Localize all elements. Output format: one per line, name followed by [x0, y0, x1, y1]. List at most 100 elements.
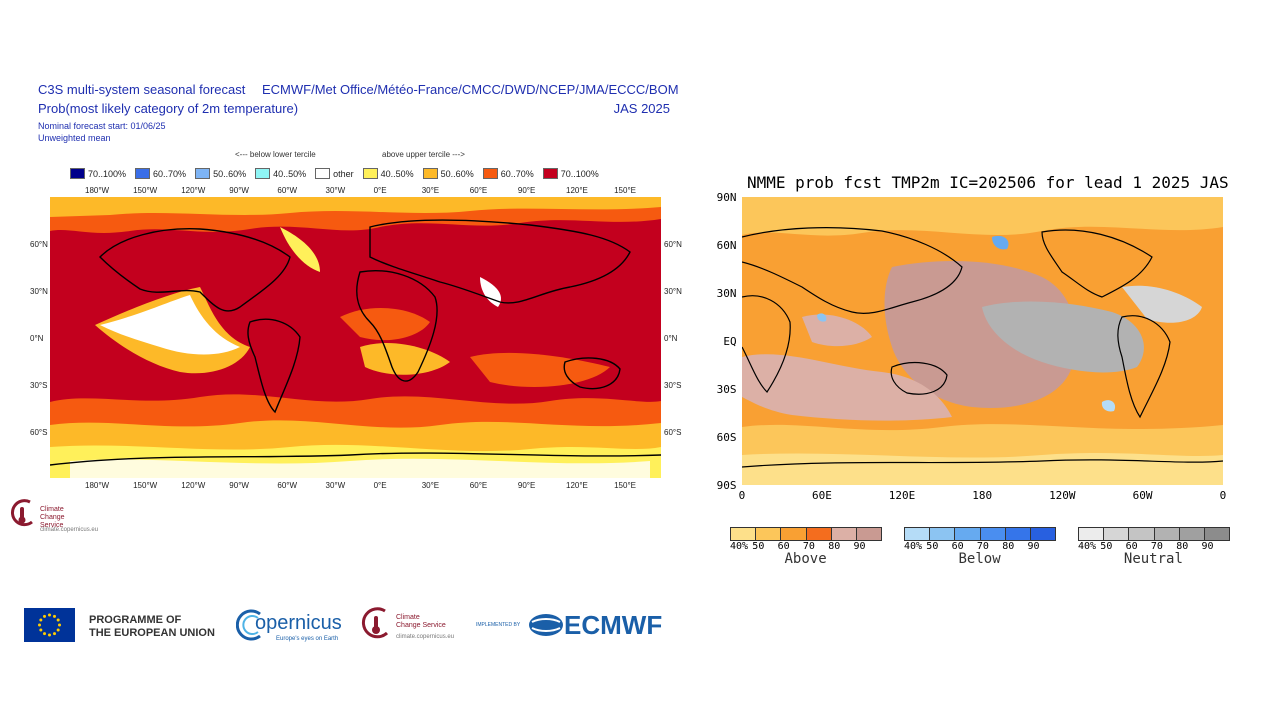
nmme-lon-label: 180 — [972, 489, 993, 502]
eu-star-icon — [48, 633, 51, 637]
eu-star-icon — [39, 628, 43, 632]
eu-programme-text: PROGRAMME OF THE EUROPEAN UNION — [89, 614, 215, 640]
colorbar-name: Below — [958, 551, 1001, 567]
nmme-below-patch-3 — [1101, 400, 1116, 412]
c3s-antarctic-white — [70, 458, 650, 478]
climate-change-service-logo-icon — [11, 499, 33, 527]
c3s-forecast-start: Nominal forecast start: 01/06/25 — [38, 121, 166, 131]
c3s-lon-axis-bottom: 180°W 150°W 120°W 90°W 60°W 30°W 0°E 30°E 60°E 90… — [0, 481, 700, 491]
nmme-lon-label: 60W — [1132, 489, 1153, 502]
c3s-lon-label: 90°W — [229, 186, 249, 195]
c3s-legend-label: 60..70% — [500, 168, 534, 179]
implemented-by-label: IMPLEMENTED BY — [476, 622, 521, 628]
colorbar-tick-label: 40% — [904, 541, 923, 552]
nmme-indopacific-neutral — [884, 261, 1076, 408]
c3s-title-left: C3S multi-system seasonal forecast Prob(… — [38, 80, 298, 118]
colorbar-swatch — [1104, 528, 1130, 540]
c3s-south-america-outline — [247, 318, 301, 414]
c3s-legend-item: 60..70% — [135, 168, 186, 179]
nmme-lat-label: 90N — [716, 191, 737, 204]
colorbar-tick-label: 70 — [976, 541, 989, 552]
c3s-india-white — [480, 277, 501, 307]
c3s-lon-label: 120°E — [566, 481, 588, 490]
c3s-atlantic-spot — [340, 307, 430, 341]
eu-star-icon — [53, 632, 56, 636]
nmme-colorbar-below — [904, 527, 1056, 541]
colorbar-swatch — [930, 528, 956, 540]
below-tercile-label: <--- below lower tercile — [235, 150, 316, 159]
colorbar-tick-label: 80 — [1002, 541, 1015, 552]
c3s-logo-name: Climate Change Service — [40, 506, 65, 529]
c3s-lat-label: 60°S — [30, 428, 48, 437]
c3s-legend-item: 50..60% — [195, 168, 246, 179]
colorbar-tick-label: 90 — [853, 541, 866, 552]
colorbar-tick-label: 80 — [828, 541, 841, 552]
eu-star-icon — [56, 618, 60, 622]
colorbar-swatch — [856, 528, 882, 540]
eu-line-1: PROGRAMME OF — [89, 614, 182, 626]
c3s-legend-swatch — [255, 168, 271, 179]
eu-star-icon — [58, 623, 61, 627]
c3s-legend-item: 40..50% — [362, 168, 414, 179]
nmme-lat-label: 30N — [716, 287, 737, 300]
c3s-legend-label: 50..60% — [440, 168, 474, 179]
c3s-legend-label: 70..100% — [88, 168, 127, 179]
colorbar-swatch — [905, 528, 931, 540]
c3s-title-line-2: Prob(most likely category of 2m temperat… — [38, 101, 299, 116]
ccs-line-2: Change Service — [396, 622, 446, 629]
copernicus-wordmark: opernicus — [255, 612, 342, 634]
c3s-lat-label: 60°N — [664, 240, 682, 249]
c3s-legend-swatch — [422, 168, 438, 179]
nmme-eurasia-outline — [742, 227, 963, 314]
c3s-greenland-yellow — [280, 227, 320, 272]
colorbar-name: Neutral — [1123, 551, 1183, 567]
c3s-lon-label: 0°E — [373, 186, 387, 195]
nmme-lon-label: 120E — [888, 489, 916, 502]
copernicus-tagline: Europe's eyes on Earth — [276, 636, 339, 642]
c3s-lat-label: 0°N — [664, 334, 678, 343]
c3s-africa-outline — [356, 270, 438, 382]
ccs-line-1: Climate — [396, 614, 420, 621]
c3s-weighting: Unweighted mean — [38, 133, 111, 143]
c3s-legend-swatch — [362, 168, 378, 179]
c3s-lon-label: 120°E — [566, 186, 588, 195]
c3s-lon-label: 60°E — [469, 186, 488, 195]
colorbar-swatch — [806, 528, 832, 540]
c3s-season: JAS 2025 — [613, 101, 670, 116]
nmme-lon-label: 60E — [811, 489, 832, 502]
nmme-colorbar-neutral — [1078, 527, 1230, 541]
eu-line-2: THE EUROPEAN UNION — [89, 627, 215, 639]
c3s-logo-text: Climate Change Service — [40, 506, 86, 530]
colorbar-name: Above — [784, 551, 827, 567]
c3s-lat-label: 60°S — [664, 428, 682, 437]
nmme-australia-outline — [890, 361, 948, 395]
colorbar-swatch — [831, 528, 857, 540]
eu-star-icon — [43, 614, 46, 618]
nmme-pacific-grey — [982, 301, 1144, 373]
colorbar-tick-label: 40% — [1078, 541, 1097, 552]
colorbar-swatch — [1179, 528, 1205, 540]
c3s-eurasia-outline — [369, 219, 631, 304]
c3s-lon-label: 30°E — [421, 186, 440, 195]
colorbar-tick-label: 60 — [951, 541, 964, 552]
c3s-lon-label: 90°W — [229, 481, 249, 490]
c3s-lon-label: 120°W — [181, 186, 206, 195]
c3s-legend-swatch — [135, 168, 151, 179]
c3s-legend-item: 50..60% — [422, 168, 474, 179]
eu-flag-icon — [24, 608, 75, 642]
c3s-logo-url: climate.copernicus.eu — [40, 527, 99, 533]
ecmwf-wordmark: ECMWF — [564, 610, 663, 640]
c3s-legend-item: 40..50% — [255, 168, 306, 179]
colorbar-tick-label: 40% — [730, 541, 749, 552]
nmme-africa-outline — [742, 295, 791, 393]
c3s-legend-label: 60..70% — [153, 168, 187, 179]
c3s-lon-label: 0°E — [373, 481, 387, 490]
eu-star-icon — [43, 632, 46, 636]
nmme-antarctic-band — [742, 453, 1223, 485]
c3s-lon-label: 30°E — [421, 481, 440, 490]
c3s-lat-label: 30°S — [30, 381, 48, 390]
c3s-legend-swatch — [542, 168, 558, 179]
nmme-indian-patch — [802, 314, 872, 347]
nmme-arctic-band — [742, 197, 1223, 236]
copernicus-c-icon — [236, 609, 261, 641]
